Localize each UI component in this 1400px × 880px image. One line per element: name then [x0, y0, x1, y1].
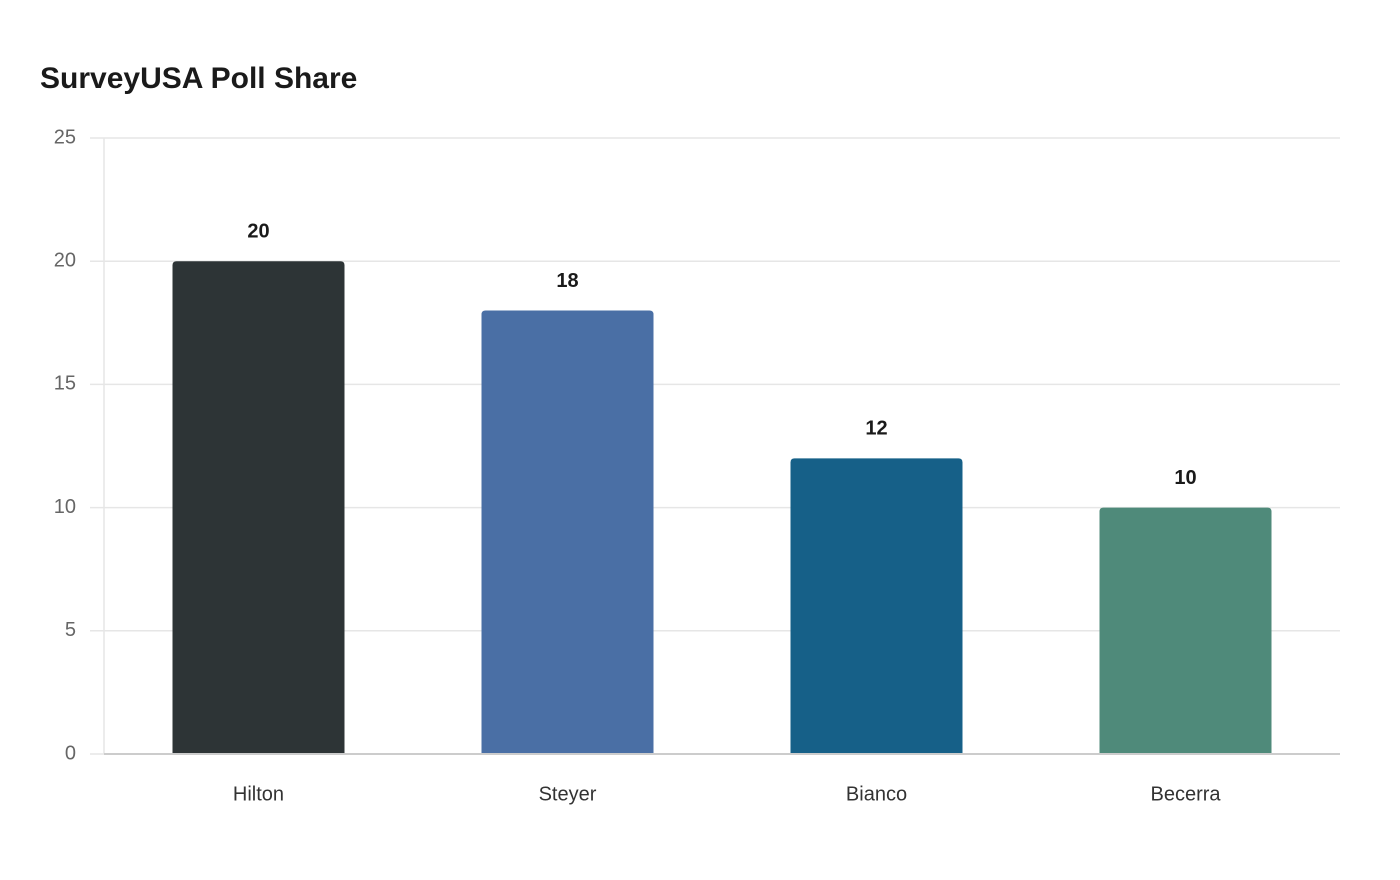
- x-tick-label: Hilton: [233, 783, 284, 805]
- y-tick-label: 0: [65, 742, 76, 764]
- value-label: 20: [247, 220, 269, 242]
- y-tick-label: 5: [65, 619, 76, 641]
- y-tick-label: 15: [54, 373, 76, 395]
- bar: [790, 458, 963, 754]
- x-tick-label: Bianco: [846, 783, 907, 805]
- y-tick-label: 10: [54, 496, 76, 518]
- value-label: 18: [556, 270, 578, 292]
- value-label: 10: [1174, 467, 1196, 489]
- y-tick-label: 25: [54, 126, 76, 148]
- y-tick-label: 20: [54, 249, 76, 271]
- chart-title: SurveyUSA Poll Share: [40, 62, 357, 95]
- x-tick-label: Becerra: [1150, 783, 1221, 805]
- value-label: 12: [865, 418, 887, 440]
- bar: [1099, 507, 1272, 754]
- bar: [481, 310, 654, 754]
- bar: [172, 261, 345, 754]
- x-tick-label: Steyer: [539, 783, 597, 805]
